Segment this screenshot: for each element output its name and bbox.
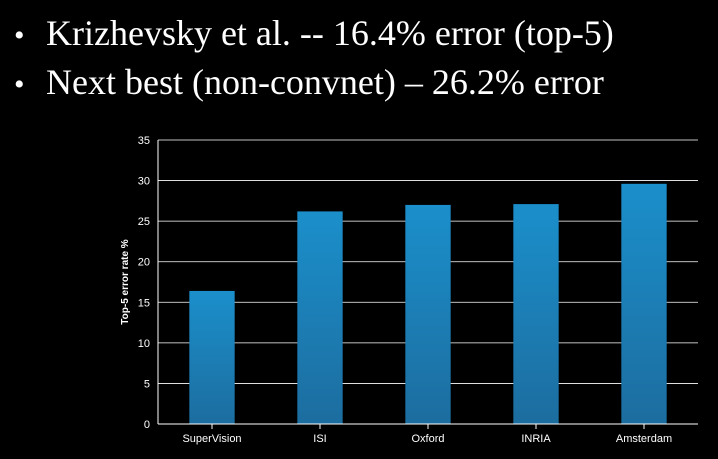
- x-tick-label: ISI: [313, 433, 326, 445]
- y-tick-label: 5: [144, 378, 150, 390]
- y-tick-label: 10: [138, 338, 150, 350]
- axes: [157, 140, 698, 429]
- bars: [189, 183, 667, 424]
- bullet-item: • Krizhevsky et al. -- 16.4% error (top-…: [14, 10, 614, 59]
- x-tick-label: SuperVision: [182, 433, 241, 445]
- y-tick-label: 15: [138, 297, 150, 309]
- bar: [513, 204, 559, 424]
- bar: [621, 183, 667, 424]
- bar: [297, 211, 343, 424]
- x-tick-label: INRIA: [521, 433, 551, 445]
- tick-labels: 0 5 10 15 20 25 30 35 SuperVision ISI Oxford INRIA A…: [138, 135, 672, 445]
- bullet-text: Krizhevsky et al. -- 16.4% error (top-5): [46, 13, 614, 53]
- y-tick-label: 20: [138, 257, 150, 269]
- y-axis-label: Top-5 error rate %: [120, 239, 131, 324]
- bullet-list: • Krizhevsky et al. -- 16.4% error (top-…: [14, 10, 614, 108]
- bullet-dot: •: [14, 68, 25, 101]
- x-tick-label: Oxford: [411, 433, 444, 445]
- y-tick-label: 0: [144, 419, 150, 431]
- y-tick-label: 35: [138, 135, 150, 147]
- y-tick-label: 30: [138, 176, 150, 188]
- y-tick-label: 25: [138, 216, 150, 228]
- bullet-dot: •: [14, 19, 25, 52]
- x-tick-label: Amsterdam: [616, 433, 672, 445]
- bar: [405, 204, 451, 424]
- bar: [189, 290, 235, 424]
- bullet-text: Next best (non-convnet) – 26.2% error: [46, 62, 604, 102]
- bullet-item: • Next best (non-convnet) – 26.2% error: [14, 59, 614, 108]
